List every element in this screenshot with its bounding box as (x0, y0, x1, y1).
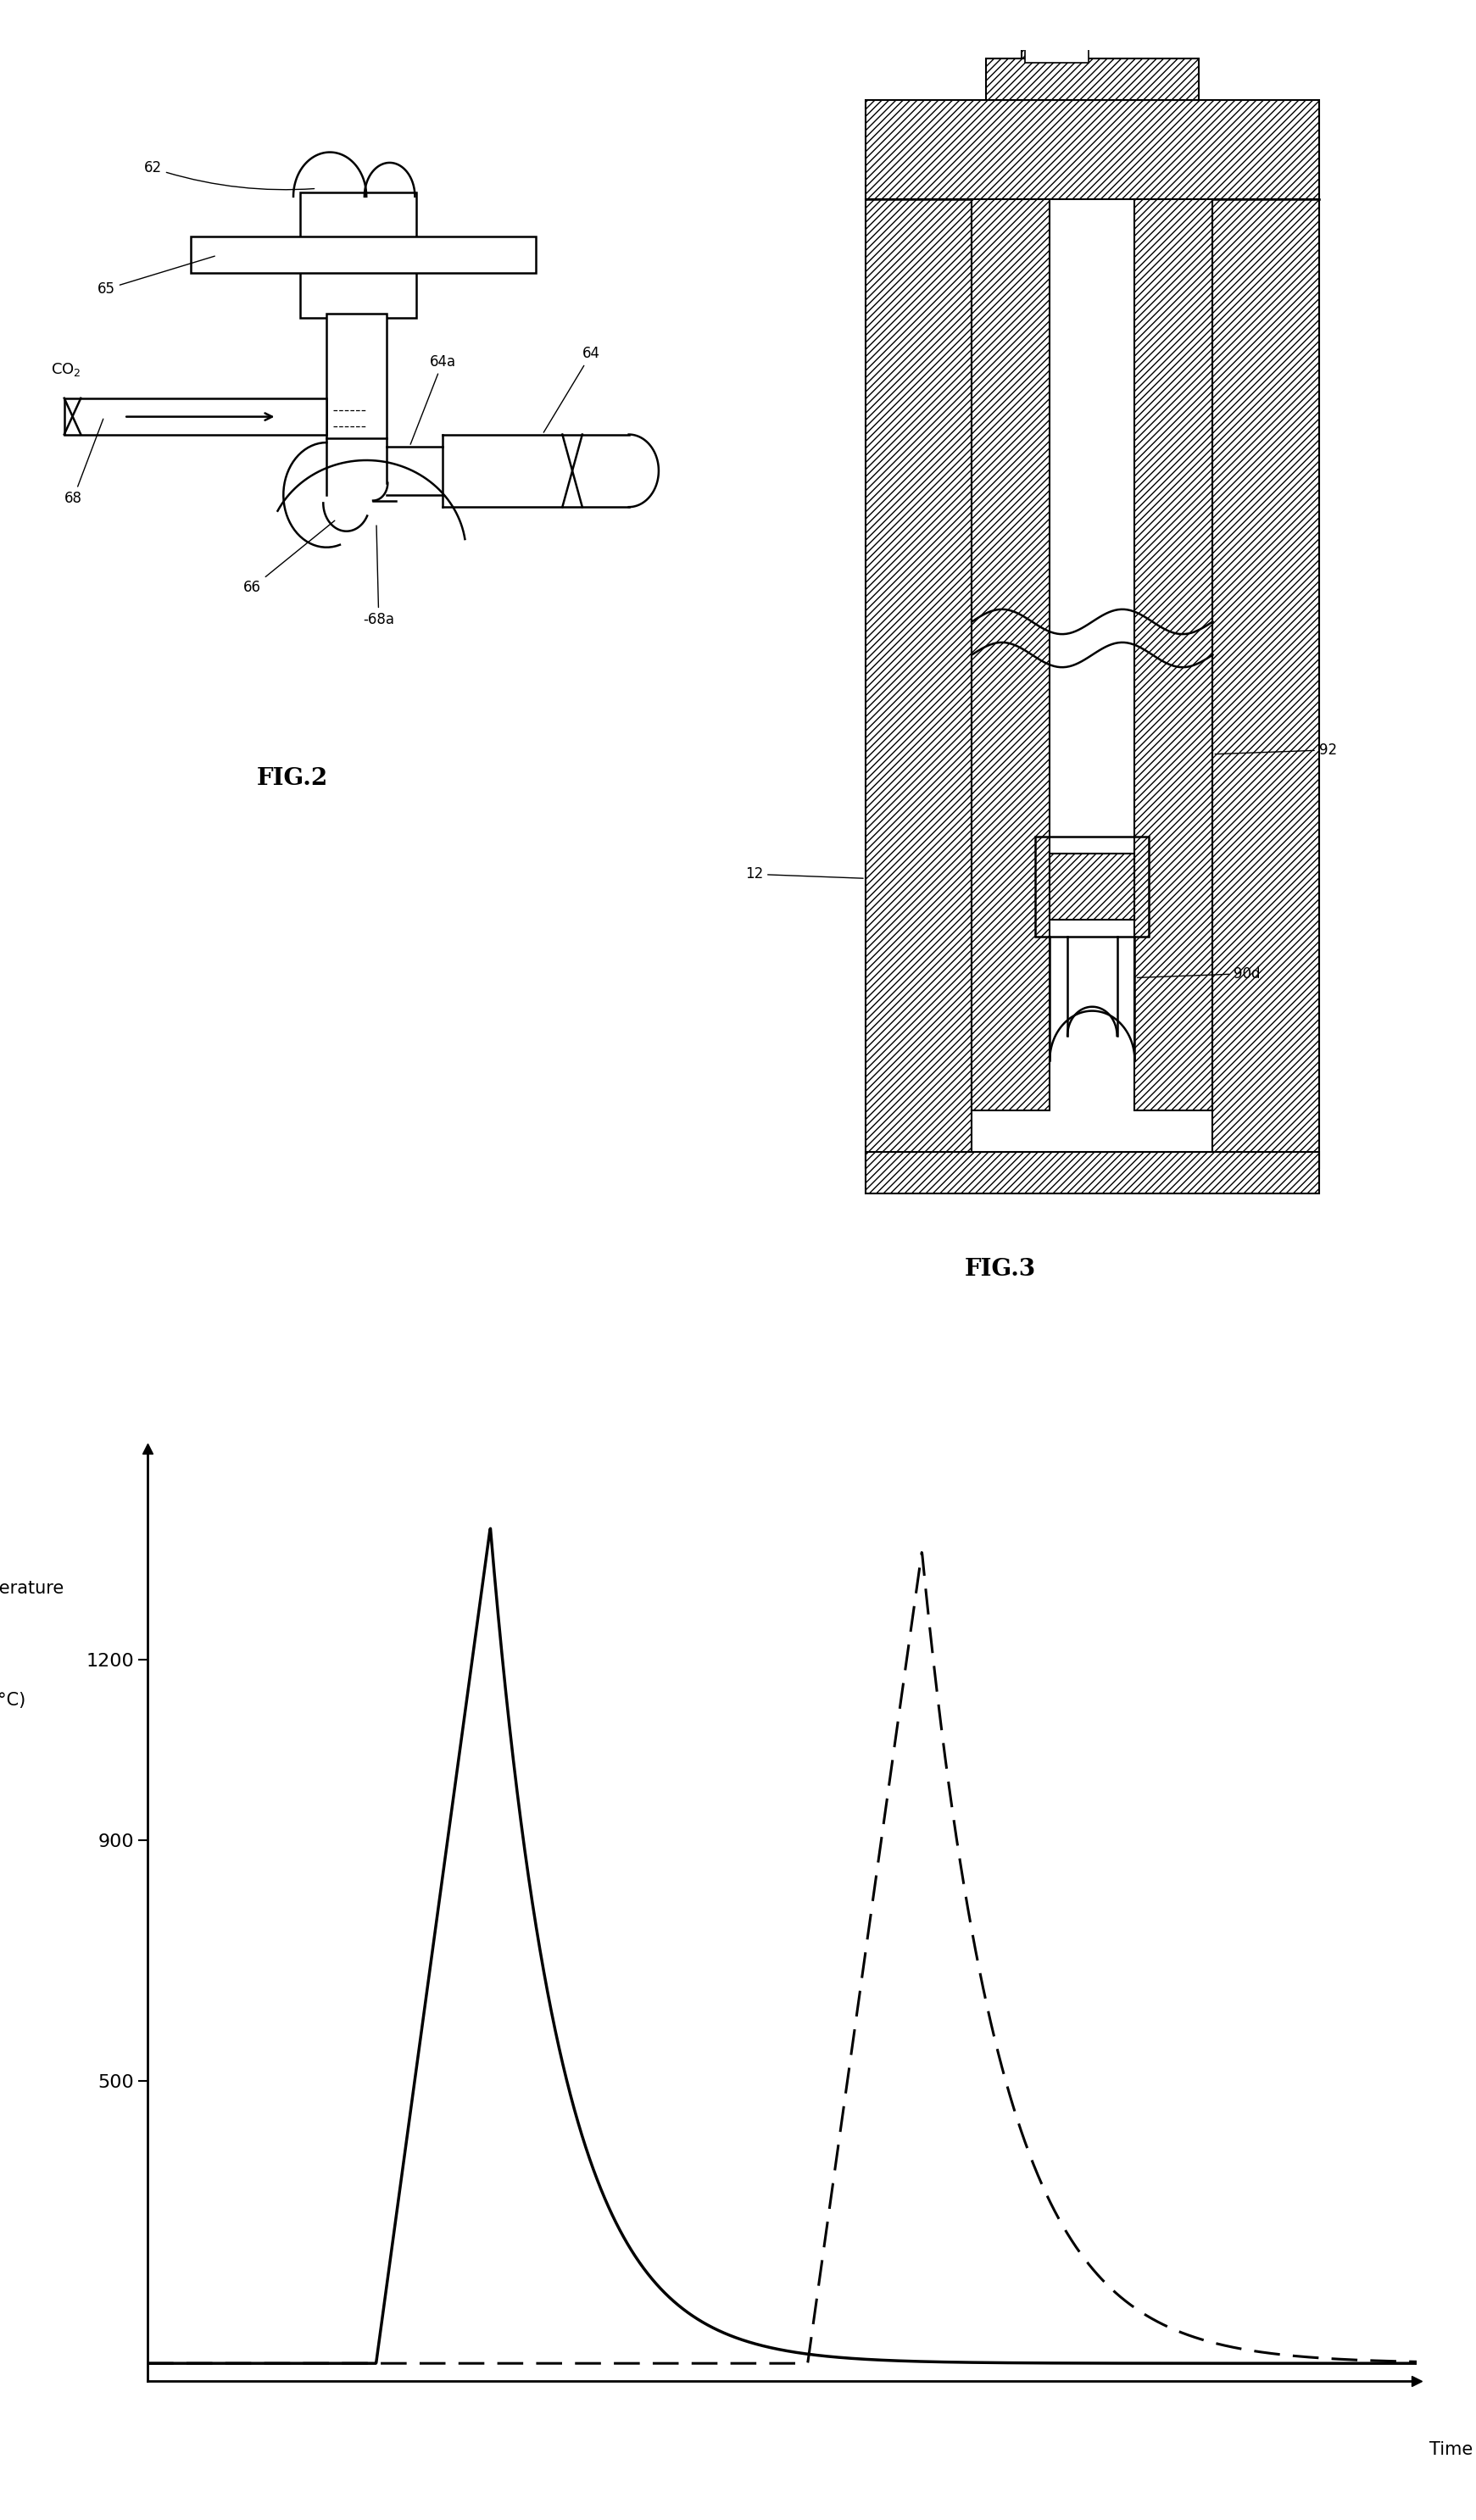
Bar (1036, 837, 1148, 937)
Text: CO$_2$: CO$_2$ (50, 360, 81, 378)
Text: Temperature: Temperature (0, 1580, 63, 1598)
Bar (190, 237, 536, 272)
Text: FIG.2: FIG.2 (257, 769, 328, 791)
Bar (1024, 30, 1089, 63)
Text: 64: 64 (543, 345, 601, 433)
Text: Time: Time (1430, 2442, 1473, 2460)
Bar (865, 101, 1320, 199)
Bar (1213, 199, 1320, 1169)
Bar (65, 398, 326, 433)
Bar (1021, 33, 1077, 58)
Bar (326, 312, 387, 438)
Text: 92: 92 (1215, 743, 1337, 759)
Bar (1049, 854, 1135, 920)
Text: 66: 66 (244, 522, 335, 595)
Bar (971, 199, 1049, 1111)
Text: 65: 65 (97, 257, 214, 297)
Bar (1135, 199, 1213, 1111)
Bar (865, 199, 971, 1169)
Text: 64a: 64a (410, 353, 456, 444)
Text: -68a: -68a (363, 527, 394, 627)
Bar (865, 1152, 1320, 1192)
Text: 12: 12 (745, 867, 863, 882)
Bar (300, 192, 416, 318)
Text: (°C): (°C) (0, 1693, 25, 1709)
Text: FIG.3: FIG.3 (965, 1257, 1036, 1280)
Text: 90d: 90d (1137, 965, 1261, 980)
Bar (986, 58, 1199, 101)
Text: 62: 62 (145, 161, 314, 189)
Text: 68: 68 (65, 418, 103, 507)
